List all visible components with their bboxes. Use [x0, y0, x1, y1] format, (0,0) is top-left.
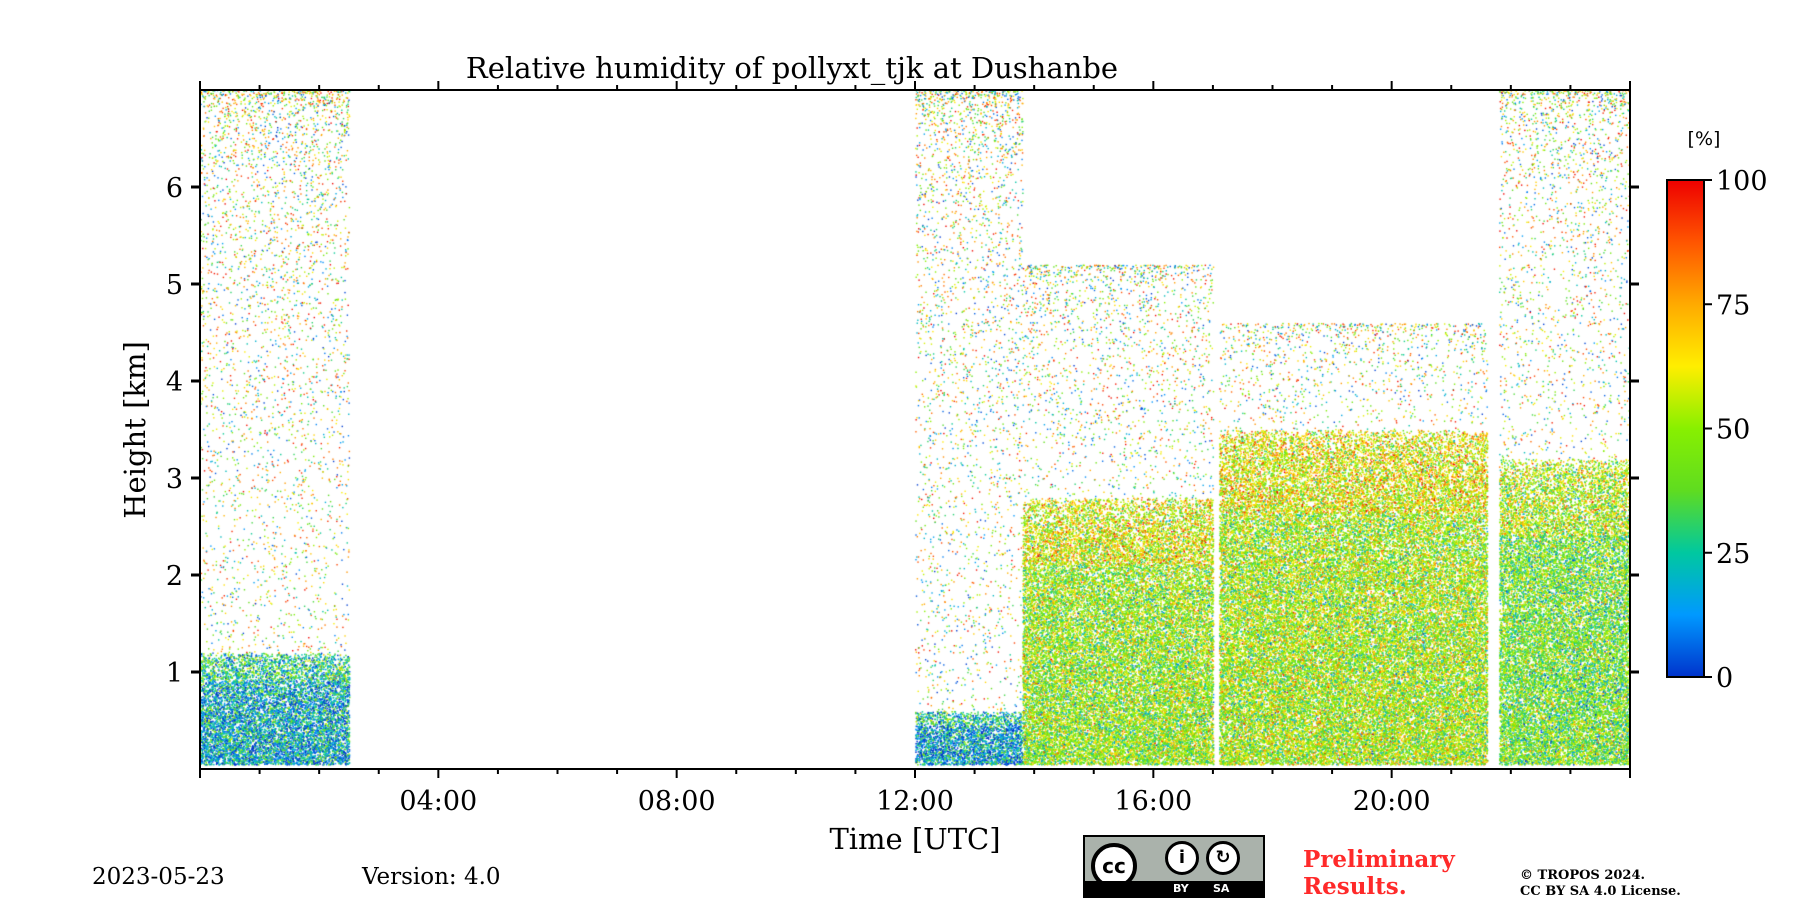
x-tick-label: 04:00 [399, 786, 477, 817]
colorbar-tick-label: 25 [1716, 539, 1750, 570]
footer-version: Version: 4.0 [362, 864, 501, 890]
colorbar-tick-label: 0 [1716, 663, 1733, 694]
footer-date: 2023-05-23 [92, 864, 225, 890]
cc-by-label: BY [1173, 882, 1189, 895]
y-tick-label: 2 [166, 561, 183, 592]
share-alike-icon: ↻ [1206, 841, 1240, 875]
x-tick-label: 20:00 [1353, 786, 1431, 817]
colorbar-gradient [1666, 179, 1705, 678]
cc-license-badge: cc i ↻ BY SA [1083, 835, 1265, 898]
humidity-heatmap-canvas [201, 91, 1629, 768]
colorbar-tick-label: 100 [1716, 166, 1768, 197]
colorbar: [%] 0 25 50 75 100 [1666, 128, 1768, 694]
y-axis-label: Height [km] [118, 341, 152, 519]
copyright-line1: © TROPOS 2024. [1520, 868, 1646, 883]
x-tick-label: 08:00 [638, 786, 716, 817]
y-tick-label: 1 [166, 658, 183, 689]
preliminary-results-line2: Results. [1303, 873, 1407, 900]
x-tick-label: 12:00 [876, 786, 954, 817]
colorbar-unit: [%] [1688, 128, 1721, 150]
y-tick-label: 5 [166, 270, 183, 301]
colorbar-tick-label: 50 [1716, 415, 1750, 446]
x-axis: 04:00 08:00 12:00 16:00 20:00 [199, 81, 1631, 817]
y-tick-label: 3 [166, 464, 183, 495]
chart-title: Relative humidity of pollyxt_tjk at Dush… [466, 51, 1118, 86]
cc-badge-band [1085, 881, 1263, 896]
y-axis: 1 2 3 4 5 6 [166, 173, 1639, 689]
colorbar-tick-label: 75 [1716, 290, 1750, 321]
y-tick-label: 4 [166, 367, 183, 398]
colorbar-ticks: 0 25 50 75 100 [1704, 166, 1768, 694]
x-axis-label: Time [UTC] [829, 822, 1000, 856]
x-tick-label: 16:00 [1114, 786, 1192, 817]
cc-sa-label: SA [1213, 882, 1230, 895]
preliminary-results-line1: Preliminary [1303, 846, 1455, 873]
attribution-icon: i [1165, 841, 1199, 875]
copyright-line2: CC BY SA 4.0 License. [1520, 884, 1681, 899]
y-tick-label: 6 [166, 173, 183, 204]
heatmap-plot-area [201, 91, 1629, 768]
